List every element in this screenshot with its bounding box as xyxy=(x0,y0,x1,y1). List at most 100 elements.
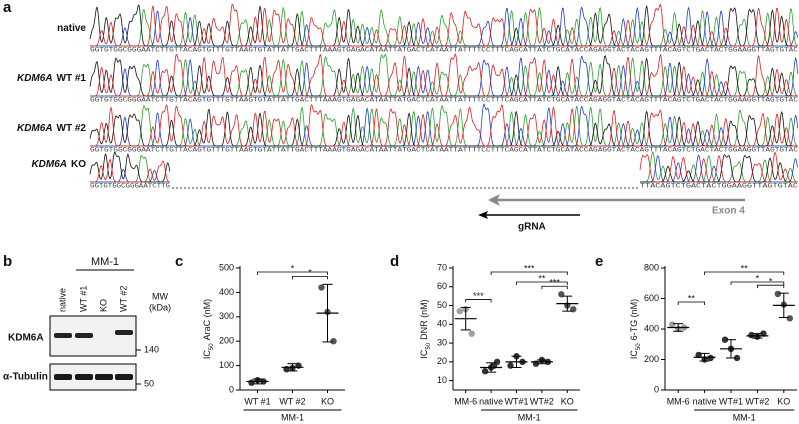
y-tick-label: 70 xyxy=(437,262,447,272)
exon-arrowhead xyxy=(488,194,500,206)
y-title-sub: 50 xyxy=(209,343,215,350)
grna-label: gRNA xyxy=(518,222,546,233)
significance-bracket xyxy=(757,284,785,289)
protein-label: KDM6A xyxy=(8,333,44,344)
data-point xyxy=(468,330,475,337)
x-tick-label: WT #1 xyxy=(244,396,270,406)
x-tick-label: WT#1 xyxy=(504,396,528,406)
y-tick-label: 30 xyxy=(437,337,447,347)
data-point xyxy=(330,338,337,345)
y-tick-label: 200 xyxy=(219,336,234,346)
band xyxy=(75,333,93,338)
x-tick-label: WT#2 xyxy=(745,396,769,406)
significance-label: ** xyxy=(538,273,546,283)
sequence: GGTGTGGCGGGAATCTTG xyxy=(90,183,170,190)
data-point xyxy=(456,307,463,315)
significance-bracket xyxy=(490,271,568,275)
sequence: GGTGTGGCGGGAATCTTGTTACAGTGTTTGTTAAGTGTAT… xyxy=(90,47,799,54)
y-axis-title: IC50 6-TG (nM) xyxy=(629,299,641,359)
x-tick-label: WT#1 xyxy=(719,396,743,406)
band xyxy=(54,374,72,380)
significance-label: * xyxy=(756,273,760,283)
sequence: TTACAGTCTGACTACTGGAAGGTTAGTGTAC xyxy=(640,183,799,190)
grna-arrowhead xyxy=(478,211,488,219)
row-label: KDM6A WT #1 xyxy=(17,73,86,84)
row-name: native xyxy=(57,23,86,34)
significance-bracket xyxy=(704,271,785,275)
significance-bracket xyxy=(465,299,492,303)
chromatogram-trace xyxy=(639,151,798,183)
significance-label: *** xyxy=(549,278,560,288)
y-tick-label: 50 xyxy=(437,300,447,310)
row-name: WT #1 xyxy=(57,73,87,84)
data-point xyxy=(760,330,767,337)
significance-bracket xyxy=(257,271,328,275)
lane-label: WT #2 xyxy=(118,286,128,312)
row-label: KDM6A KO xyxy=(31,159,86,170)
mw-label: (kDa) xyxy=(149,302,171,312)
chromatogram-trace xyxy=(90,3,798,47)
data-point xyxy=(748,331,755,339)
panel-label: c xyxy=(175,253,183,270)
group-label: MM-1 xyxy=(281,412,304,422)
band xyxy=(75,374,93,380)
significance-label: *** xyxy=(473,291,484,301)
panel-label: d xyxy=(390,253,399,270)
y-tick-label: 600 xyxy=(644,293,659,303)
chromatogram-trace xyxy=(640,154,798,183)
y-axis-title: IC50 DNR (nM) xyxy=(419,299,431,358)
group-label: MM-1 xyxy=(733,412,756,422)
y-title-sub: 50 xyxy=(636,343,642,350)
lane-label: WT #1 xyxy=(78,286,88,312)
x-tick-label: WT#2 xyxy=(530,396,554,406)
x-tick-label: MM-6 xyxy=(667,396,690,406)
chromatogram-trace xyxy=(89,4,798,47)
chromatogram-trace xyxy=(90,159,170,183)
group-label: MM-1 xyxy=(518,412,541,422)
y-title-main: IC xyxy=(629,350,639,360)
data-point xyxy=(481,368,489,375)
chromatogram-trace xyxy=(89,151,171,183)
gene-name: KDM6A xyxy=(17,73,53,84)
row-name: KO xyxy=(71,159,86,170)
y-title-main: IC xyxy=(202,350,212,360)
exon-label: Exon 4 xyxy=(712,206,745,217)
sequence: GGTGTGGCGGGAATCTTGTTACAGTGTTTGTTAAGTGTAT… xyxy=(90,147,799,154)
y-axis-title: IC50 AraC (nM) xyxy=(202,299,214,359)
data-point xyxy=(318,284,325,291)
data-point xyxy=(707,354,714,362)
significance-bracket xyxy=(730,281,785,285)
chromatogram-trace xyxy=(90,104,798,147)
y-tick-label: 10 xyxy=(437,375,447,385)
x-tick-label: native xyxy=(479,396,503,406)
y-title-sub: 50 xyxy=(426,342,432,349)
row-name: WT #2 xyxy=(57,123,87,134)
significance-label: * xyxy=(291,263,295,273)
band xyxy=(115,374,133,380)
band xyxy=(54,333,72,338)
data-point xyxy=(669,321,676,328)
row-label: native xyxy=(57,23,86,34)
y-tick-label: 0 xyxy=(229,384,234,394)
y-title-rest: 6-TG (nM) xyxy=(629,299,639,341)
significance-bracket xyxy=(292,275,328,280)
row-label: KDM6A WT #2 xyxy=(17,123,86,134)
data-point xyxy=(733,354,741,362)
significance-label: *** xyxy=(524,263,535,273)
y-tick-label: 400 xyxy=(644,323,659,333)
marker-label: 50 xyxy=(144,378,154,388)
y-tick-label: 800 xyxy=(644,262,659,272)
x-tick-label: MM-6 xyxy=(454,396,477,406)
band xyxy=(115,330,133,335)
data-point xyxy=(248,379,255,386)
gene-name: KDM6A xyxy=(17,123,53,134)
protein-label: α-Tubulin xyxy=(3,372,48,383)
significance-bracket xyxy=(516,281,568,285)
x-tick-label: native xyxy=(693,396,717,406)
panel-label: e xyxy=(595,253,603,270)
mw-label: MW xyxy=(152,291,168,301)
y-tick-label: 500 xyxy=(219,262,234,272)
cell-line: MM-1 xyxy=(91,256,119,268)
y-tick-label: 200 xyxy=(644,354,659,364)
